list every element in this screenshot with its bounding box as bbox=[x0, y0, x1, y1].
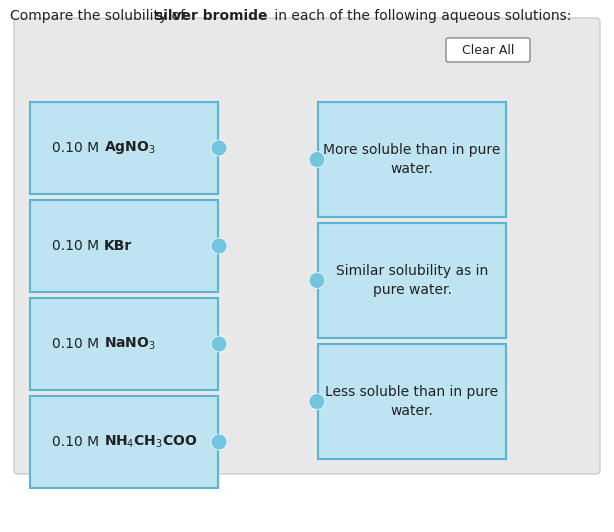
Text: in each of the following aqueous solutions:: in each of the following aqueous solutio… bbox=[270, 9, 572, 23]
Text: Compare the solubility of: Compare the solubility of bbox=[10, 9, 190, 23]
FancyBboxPatch shape bbox=[30, 200, 218, 292]
Text: 0.10 M: 0.10 M bbox=[53, 337, 104, 351]
FancyBboxPatch shape bbox=[30, 298, 218, 390]
Text: 0.10 M: 0.10 M bbox=[53, 141, 104, 155]
Circle shape bbox=[211, 434, 227, 450]
Text: NH$_4$CH$_3$COO: NH$_4$CH$_3$COO bbox=[104, 434, 197, 450]
Circle shape bbox=[309, 394, 325, 410]
Text: KBr: KBr bbox=[104, 239, 132, 253]
Text: Clear All: Clear All bbox=[462, 44, 514, 56]
Circle shape bbox=[309, 152, 325, 168]
FancyBboxPatch shape bbox=[446, 38, 530, 62]
FancyBboxPatch shape bbox=[30, 396, 218, 488]
Text: 0.10 M: 0.10 M bbox=[53, 239, 104, 253]
Text: Less soluble than in pure
water.: Less soluble than in pure water. bbox=[325, 385, 499, 418]
FancyBboxPatch shape bbox=[318, 344, 506, 459]
Circle shape bbox=[211, 238, 227, 254]
Text: More soluble than in pure
water.: More soluble than in pure water. bbox=[324, 143, 500, 176]
Circle shape bbox=[211, 336, 227, 352]
Circle shape bbox=[309, 272, 325, 288]
Circle shape bbox=[211, 140, 227, 156]
FancyBboxPatch shape bbox=[318, 102, 506, 217]
FancyBboxPatch shape bbox=[14, 18, 600, 474]
Text: Similar solubility as in
pure water.: Similar solubility as in pure water. bbox=[336, 264, 488, 297]
Text: silver bromide: silver bromide bbox=[155, 9, 268, 23]
FancyBboxPatch shape bbox=[318, 223, 506, 338]
Text: 0.10 M: 0.10 M bbox=[53, 435, 104, 449]
Text: NaNO$_3$: NaNO$_3$ bbox=[104, 336, 156, 352]
FancyBboxPatch shape bbox=[30, 102, 218, 194]
Text: AgNO$_3$: AgNO$_3$ bbox=[104, 139, 155, 156]
